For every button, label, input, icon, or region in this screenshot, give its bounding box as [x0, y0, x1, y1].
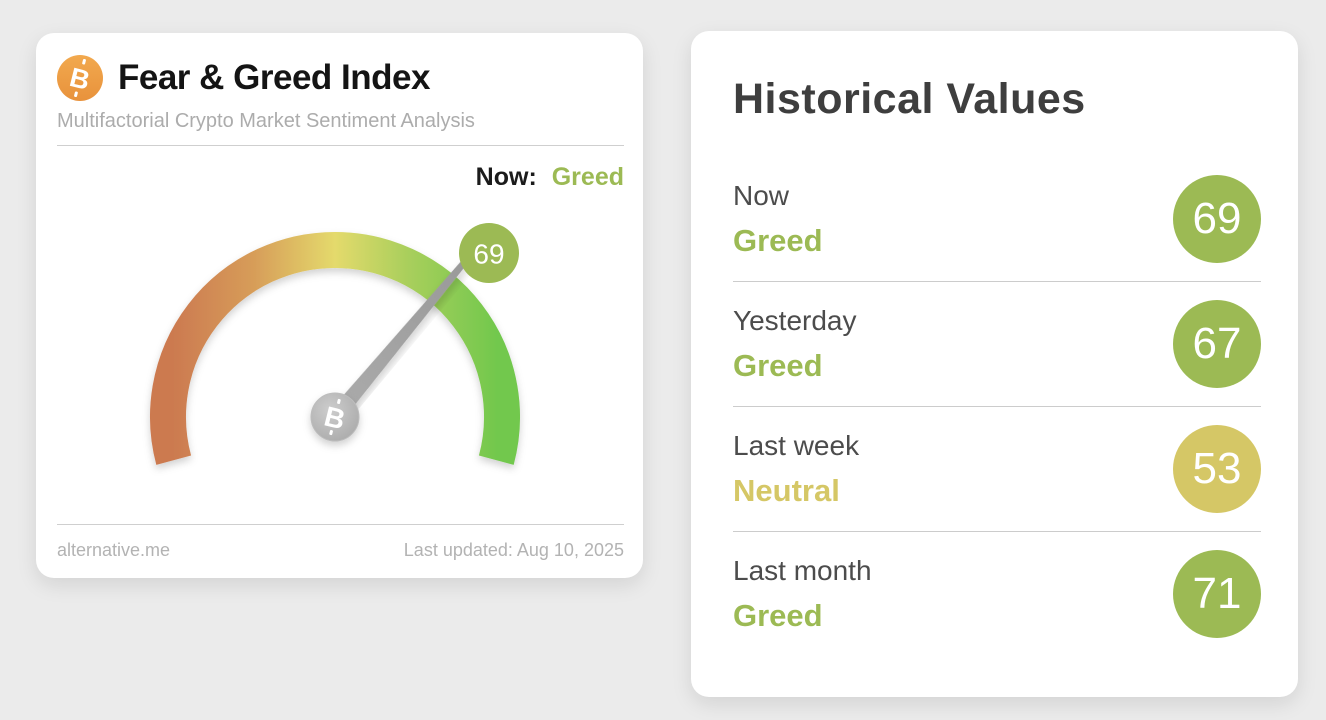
row-badge: 67	[1173, 300, 1261, 388]
gauge-value-badge: 69	[459, 223, 519, 283]
now-label: Now:	[475, 163, 537, 191]
now-sentiment: Greed	[551, 163, 624, 191]
historical-title: Historical Values	[733, 75, 1086, 123]
widget-title: Fear & Greed Index	[118, 58, 430, 97]
row-badge: 53	[1173, 425, 1261, 513]
fear-greed-card: B Fear & Greed Index Multifactorial Cryp…	[36, 33, 643, 578]
now-line: Now: Greed	[57, 163, 624, 192]
row-label: Yesterday	[733, 304, 857, 336]
row-sentiment: Greed	[733, 597, 823, 633]
row-label: Last week	[733, 429, 860, 461]
gauge-badge-circle	[459, 223, 519, 283]
last-updated: Last updated: Aug 10, 2025	[403, 540, 624, 560]
row-label: Now	[733, 179, 790, 211]
historical-row: Last week Neutral 53	[733, 406, 1261, 531]
widget-footer: alternative.me Last updated: Aug 10, 202…	[57, 540, 624, 561]
historical-row: Last month Greed 71	[733, 531, 1261, 656]
row-badge: 71	[1173, 550, 1261, 638]
widget-header: B Fear & Greed Index Multifactorial Cryp…	[36, 33, 643, 192]
row-sentiment: Greed	[733, 347, 823, 383]
footer-divider	[57, 524, 624, 525]
gauge-needle	[328, 248, 477, 423]
gauge-container: B 69	[36, 183, 643, 523]
source-link[interactable]: alternative.me	[57, 540, 171, 560]
gauge-badge-value: 69	[473, 239, 504, 270]
gauge-hub: B	[310, 392, 360, 442]
historical-values-card: Historical Values Now Greed 69 Yesterday…	[691, 31, 1298, 697]
fear-greed-gauge: B 69	[150, 223, 520, 465]
historical-row: Yesterday Greed 67	[733, 281, 1261, 406]
row-badge: 69	[1173, 175, 1261, 263]
bitcoin-icon: B	[57, 55, 103, 101]
historical-rows: Now Greed 69 Yesterday Greed 67 Last wee…	[733, 157, 1261, 656]
historical-row: Now Greed 69	[733, 157, 1261, 281]
gauge-arc	[150, 232, 520, 465]
header-divider	[57, 145, 624, 146]
row-sentiment: Neutral	[733, 472, 840, 508]
row-sentiment: Greed	[733, 222, 823, 258]
widget-subtitle: Multifactorial Crypto Market Sentiment A…	[57, 110, 475, 132]
row-label: Last month	[733, 554, 872, 586]
